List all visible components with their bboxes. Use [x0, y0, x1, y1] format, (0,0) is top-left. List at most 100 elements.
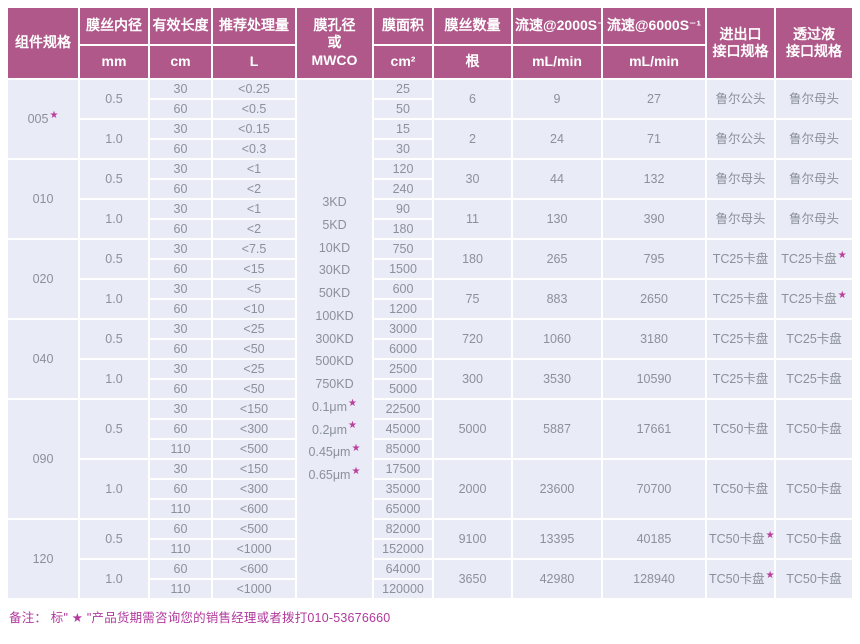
inlet-outlet-cell: TC25卡盘	[707, 320, 774, 358]
spec-cell: 040	[8, 320, 78, 398]
table-row: 005★ 0.5 30 <0.25 3KD 5KD 10KD 30KD 50KD 100KD 300…	[8, 80, 852, 598]
fiber-count-cell: 300	[434, 360, 511, 398]
mwco-item: 100KD	[315, 308, 354, 323]
header-pore-size-line1: 膜孔径	[313, 16, 356, 33]
length-cell: 60	[150, 300, 211, 318]
volume-cell: <2	[213, 220, 295, 238]
diameter-cell: 1.0	[80, 360, 148, 398]
flow2000-cell: 265	[513, 240, 601, 278]
mwco-item: 5KD	[322, 217, 347, 232]
diameter-cell: 1.0	[80, 460, 148, 518]
table-row: 1.0 30 <5 600 75 883 2650 TC25卡盘 TC25卡盘★	[8, 280, 852, 318]
table-row: 60 <50 5000	[8, 380, 852, 398]
header-permeate-line1: 透过液	[793, 25, 835, 42]
table-row: 090 0.5 30 <150 22500 5000 5887 17661 TC50卡盘 TC50…	[8, 400, 852, 518]
length-cell: 30	[150, 80, 211, 98]
area-cell: 2500	[374, 360, 432, 378]
length-cell: 30	[150, 160, 211, 178]
length-cell: 60	[150, 380, 211, 398]
length-cell: 30	[150, 280, 211, 298]
permeate-cell: TC25卡盘	[776, 320, 852, 358]
header-pore-size: 膜孔径 或 MWCO	[297, 8, 372, 78]
table-row: 020 0.5 30 <7.5 750 180 265 795 TC25卡盘 TC25卡盘★	[8, 240, 852, 318]
header-flow-2000: 流速@2000S⁻¹	[513, 8, 601, 44]
length-cell: 30	[150, 320, 211, 338]
table-row: 1.0 30 <1 90 11 130 390 鲁尔母头 鲁尔母头	[8, 200, 852, 238]
inlet-outlet-cell: TC25卡盘	[707, 360, 774, 398]
flow6000-cell: 128940	[603, 560, 705, 598]
unit-membrane-area: cm²	[374, 46, 432, 78]
area-cell: 22500	[374, 400, 432, 418]
header-pore-size-line3: MWCO	[311, 51, 358, 68]
table-row: 60 <0.3 30	[8, 140, 852, 158]
table-row: 60 <2 180	[8, 220, 852, 238]
spec-cell: 020	[8, 240, 78, 318]
volume-cell: <10	[213, 300, 295, 318]
star-icon: ★	[348, 397, 357, 409]
area-cell: 600	[374, 280, 432, 298]
diameter-cell: 0.5	[80, 400, 148, 458]
permeate-cell: 鲁尔母头	[776, 200, 852, 238]
fiber-count-cell: 11	[434, 200, 511, 238]
header-pore-size-line2: 或	[327, 34, 342, 51]
length-cell: 60	[150, 560, 211, 578]
mwco-item: 300KD	[315, 331, 354, 346]
area-cell: 152000	[374, 540, 432, 558]
fiber-count-cell: 720	[434, 320, 511, 358]
table-row: 60 <15 1500	[8, 260, 852, 278]
volume-cell: <300	[213, 480, 295, 498]
volume-cell: <1	[213, 160, 295, 178]
area-cell: 120	[374, 160, 432, 178]
flow6000-cell: 10590	[603, 360, 705, 398]
mwco-item: 30KD	[318, 263, 351, 278]
permeate-cell: TC50卡盘	[776, 400, 852, 458]
mwco-item: 0.65μm★	[308, 465, 361, 483]
flow2000-cell: 44	[513, 160, 601, 198]
unit-recommended-volume: L	[213, 46, 295, 78]
star-icon: ★	[351, 465, 361, 477]
length-cell: 60	[150, 420, 211, 438]
inlet-outlet-cell: 鲁尔母头	[707, 160, 774, 198]
length-cell: 60	[150, 220, 211, 238]
area-cell: 85000	[374, 440, 432, 458]
volume-cell: <7.5	[213, 240, 295, 258]
table-row: 60 <50 6000	[8, 340, 852, 358]
volume-cell: <0.5	[213, 100, 295, 118]
fiber-count-cell: 9100	[434, 520, 511, 558]
volume-cell: <1000	[213, 580, 295, 598]
flow6000-cell: 17661	[603, 400, 705, 458]
flow2000-cell: 24	[513, 120, 601, 158]
permeate-cell: TC50卡盘	[776, 460, 852, 518]
permeate-cell: 鲁尔母头	[776, 120, 852, 158]
area-cell: 750	[374, 240, 432, 258]
header-membrane-area: 膜面积	[374, 8, 432, 44]
area-cell: 240	[374, 180, 432, 198]
table-row: 1.0 30 <0.15 15 2 24 71 鲁尔公头 鲁尔母头	[8, 120, 852, 158]
unit-inner-diameter: mm	[80, 46, 148, 78]
inlet-outlet-cell: 鲁尔母头	[707, 200, 774, 238]
length-cell: 60	[150, 180, 211, 198]
length-cell: 60	[150, 340, 211, 358]
volume-cell: <150	[213, 400, 295, 418]
table-row: 040 0.5 30 <25 3000 720 1060 3180 TC25卡盘 TC25卡盘	[8, 320, 852, 398]
flow2000-cell: 23600	[513, 460, 601, 518]
footnote-text: 备注： 标" ★ "产品货期需咨询您的销售经理或者拨打010-53676660	[9, 611, 391, 625]
diameter-cell: 1.0	[80, 280, 148, 318]
length-cell: 30	[150, 200, 211, 218]
area-cell: 1200	[374, 300, 432, 318]
volume-cell: <15	[213, 260, 295, 278]
length-cell: 60	[150, 480, 211, 498]
area-cell: 50	[374, 100, 432, 118]
diameter-cell: 1.0	[80, 120, 148, 158]
diameter-cell: 0.5	[80, 240, 148, 278]
table-row: 110 <1000 120000	[8, 580, 852, 598]
flow2000-cell: 9	[513, 80, 601, 118]
table-row: 110 <600 65000	[8, 500, 852, 518]
diameter-cell: 0.5	[80, 160, 148, 198]
inlet-outlet-cell: TC50卡盘	[707, 400, 774, 458]
permeate-cell: 鲁尔母头	[776, 160, 852, 198]
flow6000-cell: 2650	[603, 280, 705, 318]
fiber-count-cell: 2	[434, 120, 511, 158]
star-icon: ★	[348, 420, 357, 432]
inlet-outlet-cell: TC50卡盘	[707, 460, 774, 518]
